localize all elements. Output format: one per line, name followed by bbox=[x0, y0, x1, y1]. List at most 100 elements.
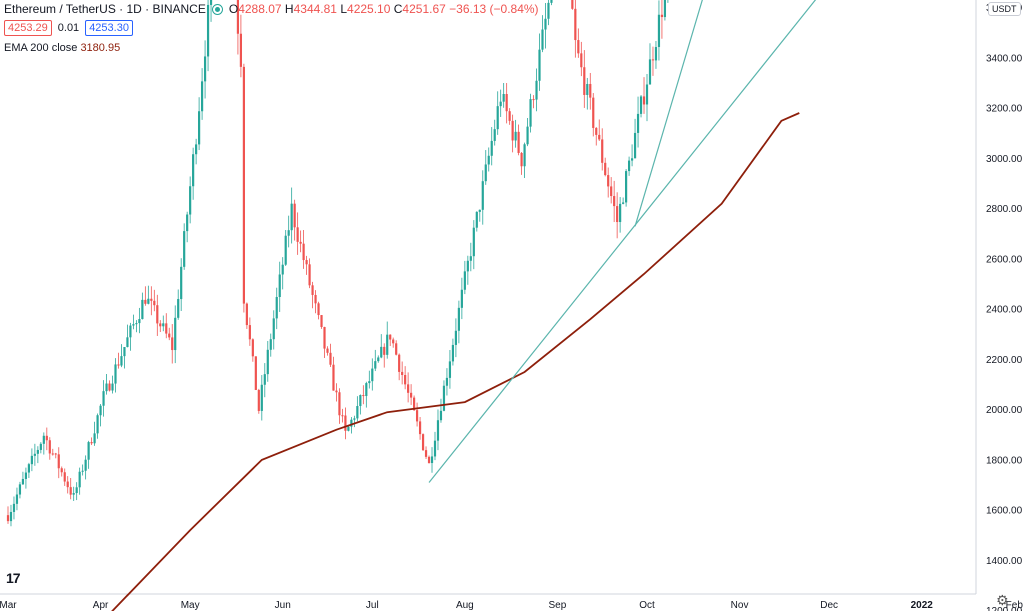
candle-body bbox=[284, 235, 287, 265]
candle-body bbox=[177, 299, 180, 318]
candle-body bbox=[398, 354, 401, 372]
candle-body bbox=[499, 101, 502, 107]
candle-body bbox=[308, 264, 311, 286]
sell-button[interactable]: 4253.29 bbox=[4, 20, 52, 36]
candle-body bbox=[651, 59, 655, 61]
tradingview-logo[interactable]: 17 bbox=[6, 570, 21, 586]
candle-body bbox=[278, 274, 281, 298]
candle-body bbox=[180, 266, 183, 300]
candle-body bbox=[198, 111, 201, 145]
candle-body bbox=[472, 227, 475, 257]
candle-body bbox=[550, 0, 553, 3]
candle-body bbox=[305, 260, 308, 265]
ema-200-line bbox=[111, 112, 800, 611]
candle-body bbox=[33, 453, 36, 456]
candle-body bbox=[595, 127, 598, 135]
candle-body bbox=[466, 260, 469, 272]
candle-body bbox=[200, 81, 204, 112]
ema-legend[interactable]: EMA 200 close 3180.95 bbox=[4, 42, 120, 54]
candle-body bbox=[129, 325, 132, 338]
candle-body bbox=[93, 433, 96, 444]
x-tick-label: Aug bbox=[456, 600, 474, 611]
candle-body bbox=[141, 299, 144, 320]
trendline bbox=[428, 0, 817, 483]
candle-body bbox=[323, 326, 326, 349]
candle-body bbox=[604, 162, 607, 176]
candle-body bbox=[138, 319, 141, 324]
currency-badge[interactable]: USDT bbox=[988, 2, 1021, 16]
candle-body bbox=[165, 323, 168, 334]
candle-body bbox=[287, 230, 290, 236]
candle-body bbox=[236, 0, 240, 34]
candle-body bbox=[105, 383, 108, 392]
candle-body bbox=[317, 303, 320, 316]
candle-body bbox=[314, 294, 317, 304]
high-value: 4344.81 bbox=[293, 2, 337, 16]
candle-body bbox=[583, 67, 586, 95]
candle-body bbox=[424, 450, 428, 457]
candle-body bbox=[374, 361, 377, 369]
candle-body bbox=[407, 384, 410, 393]
candle-body bbox=[592, 97, 595, 128]
candle-body bbox=[239, 33, 243, 67]
candle-body bbox=[547, 2, 550, 19]
candle-body bbox=[508, 111, 511, 121]
chart-header: Ethereum / TetherUS · 1D · BINANCE O4288… bbox=[4, 2, 539, 16]
candle-body bbox=[478, 209, 481, 212]
buy-button[interactable]: 4253.30 bbox=[85, 20, 133, 36]
candle-body bbox=[320, 315, 323, 327]
candle-body bbox=[427, 456, 431, 464]
candle-body bbox=[469, 256, 472, 261]
candle-body bbox=[171, 337, 174, 351]
candle-body bbox=[607, 175, 610, 187]
candle-body bbox=[365, 383, 368, 397]
candle-body bbox=[350, 419, 353, 427]
trendline bbox=[634, 0, 703, 227]
candle-body bbox=[526, 126, 529, 145]
candle-body bbox=[245, 303, 248, 326]
candle-body bbox=[87, 442, 90, 460]
symbol-title[interactable]: Ethereum / TetherUS · 1D · BINANCE bbox=[4, 2, 206, 16]
candle-body bbox=[436, 420, 440, 441]
x-tick-label: Feb bbox=[1006, 600, 1024, 611]
candle-body bbox=[586, 83, 589, 95]
candle-body bbox=[203, 56, 207, 82]
candle-body bbox=[45, 435, 48, 441]
y-tick-label: 2200.00 bbox=[986, 355, 1023, 366]
x-tick-label: Nov bbox=[731, 600, 749, 611]
candle-body bbox=[580, 53, 583, 68]
candle-body bbox=[421, 434, 425, 451]
candle-body bbox=[347, 426, 350, 431]
candle-body bbox=[42, 435, 45, 444]
gear-icon[interactable]: ⚙ bbox=[996, 592, 1009, 608]
candle-body bbox=[645, 84, 649, 105]
candle-body bbox=[206, 4, 210, 57]
candle-body bbox=[111, 383, 114, 391]
x-tick-label: Jun bbox=[275, 600, 291, 611]
candle-body bbox=[392, 339, 395, 344]
candle-body bbox=[639, 96, 643, 114]
y-tick-label: 2600.00 bbox=[986, 254, 1023, 265]
candle-body bbox=[353, 418, 356, 420]
y-tick-label: 2800.00 bbox=[986, 204, 1023, 215]
candle-body bbox=[102, 391, 105, 406]
candle-body bbox=[577, 40, 580, 54]
x-tick-label: Dec bbox=[820, 600, 838, 611]
candle-body bbox=[174, 317, 177, 351]
x-tick-label: Oct bbox=[639, 600, 655, 611]
candle-body bbox=[648, 59, 652, 85]
candle-body bbox=[475, 211, 478, 228]
candle-body bbox=[633, 132, 637, 159]
y-tick-label: 2400.00 bbox=[986, 305, 1023, 316]
candle-body bbox=[120, 356, 123, 366]
y-tick-label: 1400.00 bbox=[986, 556, 1023, 567]
candle-body bbox=[153, 300, 156, 306]
candle-body bbox=[613, 196, 616, 207]
y-tick-label: 1600.00 bbox=[986, 506, 1023, 517]
candle-body bbox=[150, 298, 153, 301]
candle-body bbox=[616, 206, 619, 223]
candle-body bbox=[538, 49, 541, 81]
candle-body bbox=[463, 271, 466, 290]
candle-body bbox=[114, 364, 117, 384]
